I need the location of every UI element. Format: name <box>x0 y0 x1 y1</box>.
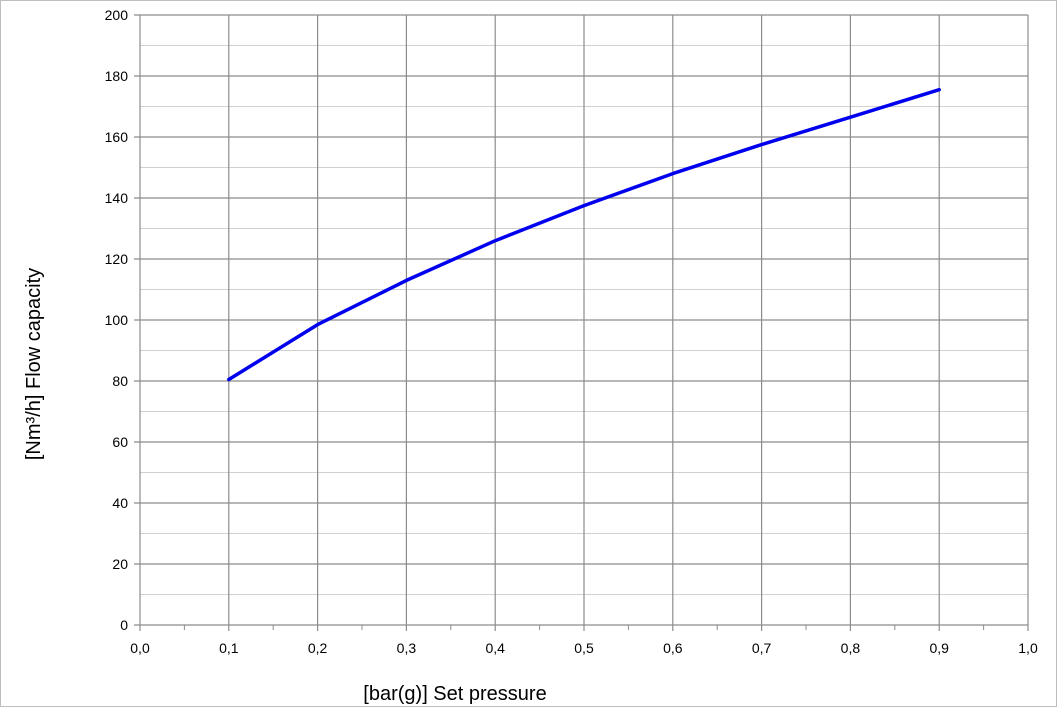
x-tick-label: 0,0 <box>130 640 150 656</box>
x-tick-marks <box>183 625 985 630</box>
x-tick-labels: 0,0 0,1 0,2 0,3 0,4 0,5 0,6 0,7 0,8 0,9 1,0 <box>130 640 1038 656</box>
y-tick-label: 60 <box>112 434 128 450</box>
x-tick-label: 0,5 <box>574 640 594 656</box>
y-tick-label: 120 <box>105 251 129 267</box>
x-axis-title: [bar(g)] Set pressure <box>363 683 546 705</box>
x-tick-label: 0,1 <box>219 640 239 656</box>
y-tick-label: 180 <box>105 68 129 84</box>
y-tick-label: 140 <box>105 190 129 206</box>
series-layer <box>227 87 941 382</box>
y-tick-label: 0 <box>120 617 128 633</box>
x-tick-label: 0,9 <box>929 640 949 656</box>
grid-major <box>134 14 1029 631</box>
x-tick-label: 1,0 <box>1018 640 1038 656</box>
y-tick-label: 80 <box>112 373 128 389</box>
y-tick-label: 20 <box>112 556 128 572</box>
y-tick-label: 100 <box>105 312 129 328</box>
x-tick-label: 0,4 <box>485 640 505 656</box>
y-tick-label: 160 <box>105 129 129 145</box>
y-tick-labels: 0 20 40 60 80 100 120 140 160 180 200 <box>105 7 129 633</box>
x-tick-label: 0,7 <box>752 640 772 656</box>
x-tick-label: 0,8 <box>841 640 861 656</box>
y-tick-label: 200 <box>105 7 129 23</box>
y-tick-label: 40 <box>112 495 128 511</box>
x-tick-label: 0,3 <box>397 640 417 656</box>
y-axis-title: [Nm³/h] Flow capacity <box>23 268 45 460</box>
x-tick-label: 0,2 <box>308 640 328 656</box>
x-tick-label: 0,6 <box>663 640 683 656</box>
